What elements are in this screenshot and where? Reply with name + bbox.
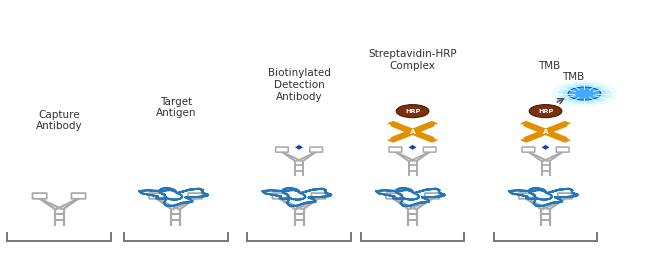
FancyBboxPatch shape	[311, 193, 326, 199]
FancyBboxPatch shape	[423, 147, 436, 152]
Text: TMB: TMB	[562, 72, 584, 82]
Wedge shape	[521, 139, 526, 142]
FancyBboxPatch shape	[519, 193, 533, 199]
FancyBboxPatch shape	[72, 193, 86, 199]
Circle shape	[396, 105, 429, 118]
Polygon shape	[541, 145, 550, 150]
FancyBboxPatch shape	[556, 147, 569, 152]
Text: HRP: HRP	[538, 109, 553, 114]
Circle shape	[568, 87, 601, 100]
FancyBboxPatch shape	[32, 193, 47, 199]
FancyBboxPatch shape	[522, 147, 535, 152]
Wedge shape	[564, 139, 571, 142]
Text: Target
Antigen: Target Antigen	[155, 97, 196, 118]
Polygon shape	[408, 145, 417, 150]
FancyBboxPatch shape	[276, 147, 289, 152]
Wedge shape	[432, 139, 437, 142]
Text: Streptavidin-HRP
Complex: Streptavidin-HRP Complex	[369, 49, 457, 70]
Circle shape	[529, 105, 562, 118]
Text: TMB: TMB	[538, 61, 560, 70]
FancyBboxPatch shape	[310, 147, 322, 152]
Wedge shape	[387, 122, 394, 124]
FancyBboxPatch shape	[188, 193, 202, 199]
Circle shape	[563, 85, 606, 102]
Wedge shape	[432, 122, 437, 124]
Circle shape	[558, 83, 611, 104]
Wedge shape	[564, 122, 571, 124]
Wedge shape	[521, 122, 526, 124]
FancyBboxPatch shape	[425, 193, 439, 199]
Text: A: A	[543, 129, 549, 135]
Text: HRP: HRP	[405, 109, 420, 114]
FancyBboxPatch shape	[558, 193, 572, 199]
Text: Biotinylated
Detection
Antibody: Biotinylated Detection Antibody	[268, 68, 330, 102]
Circle shape	[552, 81, 617, 107]
Text: Capture
Antibody: Capture Antibody	[36, 110, 83, 131]
FancyBboxPatch shape	[150, 193, 164, 199]
Polygon shape	[294, 145, 304, 150]
FancyBboxPatch shape	[272, 193, 287, 199]
FancyBboxPatch shape	[389, 147, 402, 152]
Wedge shape	[387, 139, 394, 142]
FancyBboxPatch shape	[386, 193, 400, 199]
Text: A: A	[410, 129, 415, 135]
